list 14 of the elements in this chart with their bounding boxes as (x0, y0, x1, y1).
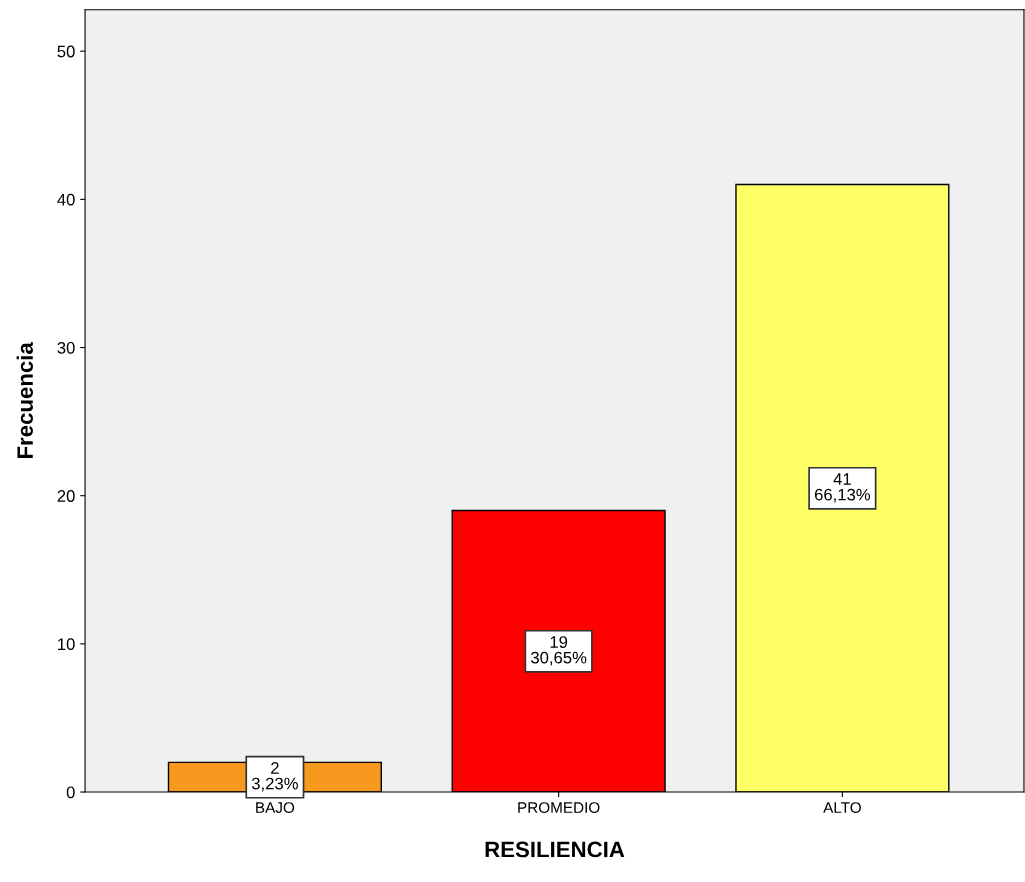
data-label: 19 30,65% (531, 636, 587, 666)
x-axis-title: RESILIENCIA (485, 841, 625, 858)
y-tick-label: 50 (57, 45, 75, 58)
x-tick-label: ALTO (823, 802, 861, 813)
y-tick-label: 30 (57, 341, 75, 354)
x-tick-label: BAJO (256, 802, 295, 813)
y-tick-label: 40 (57, 193, 75, 206)
x-tick-label: PROMEDIO (518, 802, 600, 813)
y-tick-label: 20 (57, 490, 75, 502)
data-label: 41 66,13% (814, 473, 871, 503)
y-tick-label: 10 (58, 638, 75, 651)
data-label: 2 3,23% (251, 762, 298, 792)
y-tick-label: 0 (66, 786, 75, 799)
y-axis-title: Frecuencia (16, 342, 33, 459)
